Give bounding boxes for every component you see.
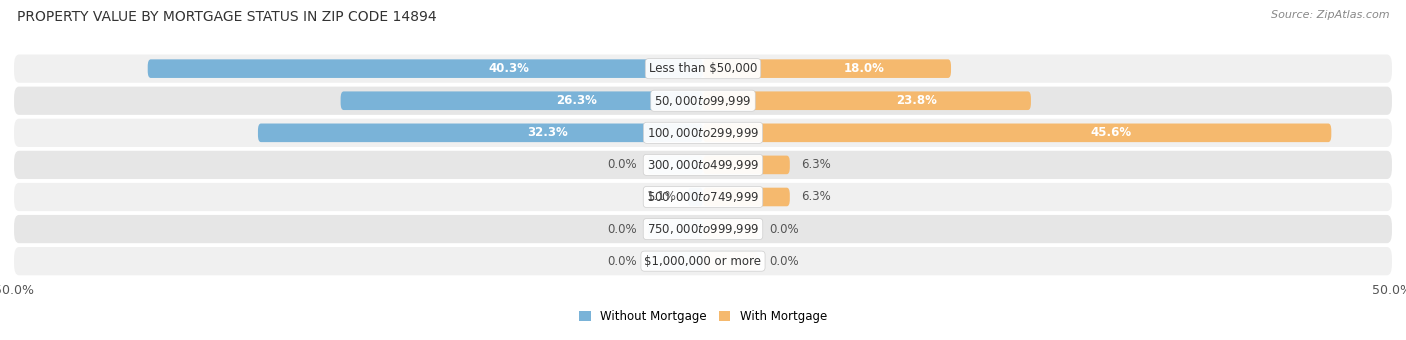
Text: 1.1%: 1.1%	[647, 190, 676, 203]
Text: 32.3%: 32.3%	[527, 126, 568, 139]
Text: $750,000 to $999,999: $750,000 to $999,999	[647, 222, 759, 236]
Text: 0.0%: 0.0%	[769, 223, 799, 236]
Text: 6.3%: 6.3%	[801, 190, 831, 203]
Text: 23.8%: 23.8%	[896, 94, 936, 107]
Text: 0.0%: 0.0%	[607, 223, 637, 236]
Legend: Without Mortgage, With Mortgage: Without Mortgage, With Mortgage	[579, 310, 827, 323]
FancyBboxPatch shape	[703, 252, 758, 270]
FancyBboxPatch shape	[688, 188, 703, 206]
FancyBboxPatch shape	[14, 87, 1392, 115]
Text: PROPERTY VALUE BY MORTGAGE STATUS IN ZIP CODE 14894: PROPERTY VALUE BY MORTGAGE STATUS IN ZIP…	[17, 10, 436, 24]
Text: 26.3%: 26.3%	[555, 94, 596, 107]
FancyBboxPatch shape	[14, 215, 1392, 243]
Text: 6.3%: 6.3%	[801, 158, 831, 171]
FancyBboxPatch shape	[148, 59, 703, 78]
Text: $50,000 to $99,999: $50,000 to $99,999	[654, 94, 752, 108]
Text: Source: ZipAtlas.com: Source: ZipAtlas.com	[1271, 10, 1389, 20]
FancyBboxPatch shape	[14, 119, 1392, 147]
Text: 45.6%: 45.6%	[1091, 126, 1132, 139]
Text: 0.0%: 0.0%	[607, 255, 637, 268]
Text: $500,000 to $749,999: $500,000 to $749,999	[647, 190, 759, 204]
Text: 0.0%: 0.0%	[769, 255, 799, 268]
Text: Less than $50,000: Less than $50,000	[648, 62, 758, 75]
FancyBboxPatch shape	[340, 91, 703, 110]
FancyBboxPatch shape	[703, 123, 1331, 142]
FancyBboxPatch shape	[703, 156, 790, 174]
Text: 40.3%: 40.3%	[488, 62, 529, 75]
FancyBboxPatch shape	[648, 252, 703, 270]
FancyBboxPatch shape	[14, 54, 1392, 83]
FancyBboxPatch shape	[257, 123, 703, 142]
FancyBboxPatch shape	[14, 247, 1392, 275]
Text: $100,000 to $299,999: $100,000 to $299,999	[647, 126, 759, 140]
FancyBboxPatch shape	[703, 91, 1031, 110]
FancyBboxPatch shape	[703, 59, 950, 78]
Text: $300,000 to $499,999: $300,000 to $499,999	[647, 158, 759, 172]
FancyBboxPatch shape	[14, 151, 1392, 179]
FancyBboxPatch shape	[648, 156, 703, 174]
FancyBboxPatch shape	[14, 183, 1392, 211]
Text: $1,000,000 or more: $1,000,000 or more	[644, 255, 762, 268]
FancyBboxPatch shape	[648, 220, 703, 238]
FancyBboxPatch shape	[703, 220, 758, 238]
FancyBboxPatch shape	[703, 188, 790, 206]
Text: 18.0%: 18.0%	[844, 62, 884, 75]
Text: 0.0%: 0.0%	[607, 158, 637, 171]
